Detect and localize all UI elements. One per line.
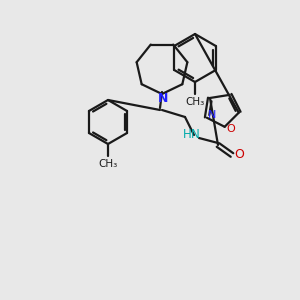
Text: CH₃: CH₃ bbox=[185, 97, 205, 107]
Text: O: O bbox=[234, 148, 244, 161]
Text: N: N bbox=[158, 92, 168, 104]
Text: N: N bbox=[190, 128, 200, 142]
Text: CH₃: CH₃ bbox=[98, 159, 118, 169]
Text: H: H bbox=[183, 128, 191, 142]
Text: N: N bbox=[208, 110, 216, 120]
Text: O: O bbox=[226, 124, 235, 134]
